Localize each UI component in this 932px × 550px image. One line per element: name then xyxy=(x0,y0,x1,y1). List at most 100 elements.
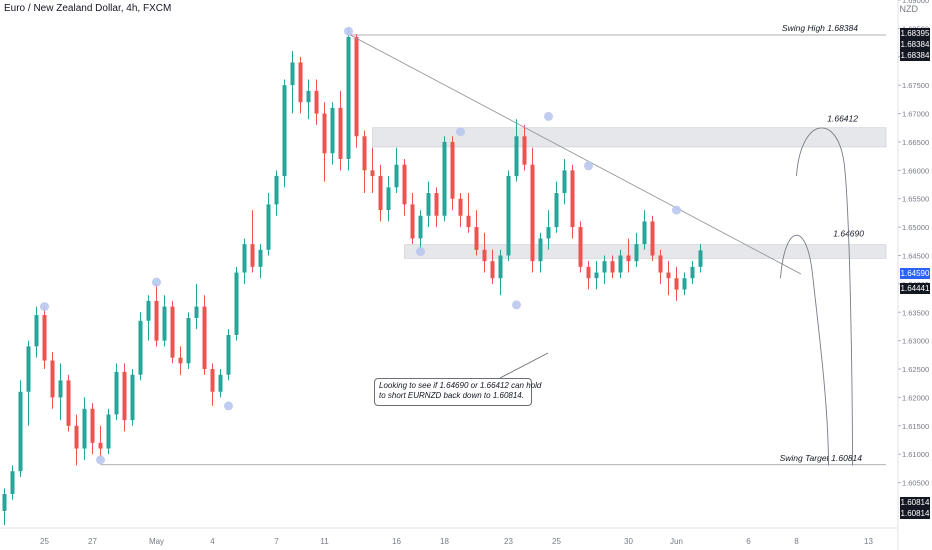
candle-body xyxy=(154,300,159,341)
candle-body xyxy=(466,215,471,228)
candle-body xyxy=(546,227,551,239)
currency-label: NZD xyxy=(899,4,919,14)
candle-body xyxy=(658,255,663,273)
analysis-note[interactable]: Looking to see if 1.64690 or 1.66412 can… xyxy=(374,378,542,406)
pivot-marker xyxy=(456,127,465,137)
candle-body xyxy=(98,442,103,449)
pivot-marker xyxy=(224,401,233,411)
price-tag-target-a: 1.60814 xyxy=(900,497,930,508)
candle-body xyxy=(562,170,567,194)
candle-body xyxy=(50,360,55,398)
candle-body xyxy=(42,315,47,361)
x-tick-label: 11 xyxy=(320,537,329,546)
candle-body xyxy=(354,36,359,137)
candle-body xyxy=(378,176,383,211)
swing-target-label: Swing Target 1.60814 xyxy=(780,453,863,463)
candle-body xyxy=(10,471,15,494)
candle-body xyxy=(642,221,647,245)
candle-body xyxy=(434,193,439,216)
candle-body xyxy=(666,272,671,279)
pivot-marker xyxy=(584,161,593,171)
y-tick-label: 1.66500 xyxy=(902,138,929,147)
candle-body xyxy=(170,306,175,358)
candle-body xyxy=(450,141,455,199)
pivot-marker xyxy=(544,111,553,121)
candle-body xyxy=(274,176,279,205)
candle-body xyxy=(594,272,599,279)
candle-body xyxy=(306,90,311,103)
x-tick-label: 23 xyxy=(504,537,513,546)
y-tick-label: 1.64500 xyxy=(902,251,929,260)
candle-body xyxy=(370,170,375,176)
price-tag-target-b: 1.60814 xyxy=(900,508,930,519)
candle-body xyxy=(514,136,519,176)
y-tick-label: 1.62000 xyxy=(902,393,929,402)
candle-body xyxy=(122,371,127,421)
candle-body xyxy=(74,425,79,449)
analysis-note-line-2: to short EURNZD back down to 1.60814. xyxy=(379,391,524,400)
candle-body xyxy=(250,244,255,267)
candle-body xyxy=(66,380,71,426)
pivot-marker xyxy=(344,26,353,36)
candle-body xyxy=(506,176,511,256)
candle-body xyxy=(18,391,23,472)
candle-body xyxy=(242,244,247,273)
candle-body xyxy=(394,164,399,188)
analysis-note-line-1: Looking to see if 1.64690 or 1.66412 can… xyxy=(379,381,542,390)
candle-body xyxy=(386,187,391,211)
candle-body xyxy=(258,249,263,267)
candle-body xyxy=(442,141,447,216)
candle-body xyxy=(322,113,327,154)
candle-body xyxy=(58,380,63,398)
x-tick-label: 27 xyxy=(88,537,97,546)
candle-body xyxy=(674,278,679,290)
price-tag-high-c: 1.68384 xyxy=(900,50,930,61)
y-tick-label: 1.67500 xyxy=(902,81,929,90)
candle-body xyxy=(530,164,535,262)
candle-body xyxy=(602,261,607,273)
candle-body xyxy=(162,306,167,341)
x-tick-label: 18 xyxy=(440,537,449,546)
pivot-marker xyxy=(512,300,521,310)
candle-body xyxy=(482,249,487,262)
candle-body xyxy=(34,315,39,347)
y-tick-label: 1.65500 xyxy=(902,195,929,204)
y-tick-label: 1.63000 xyxy=(902,337,929,346)
pivot-marker xyxy=(40,302,49,312)
candle-body xyxy=(682,278,687,290)
x-tick-label: Jun xyxy=(670,537,683,546)
x-tick-label: 16 xyxy=(392,537,401,546)
x-tick-label: 25 xyxy=(40,537,49,546)
projection-path-2 xyxy=(780,234,829,466)
candle-body xyxy=(82,408,87,449)
x-tick-label: 7 xyxy=(274,537,279,546)
candle-body xyxy=(690,266,695,279)
descending-trendline xyxy=(348,33,802,275)
candle-body xyxy=(234,272,239,335)
candle-body xyxy=(114,371,119,415)
candle-body xyxy=(194,306,199,318)
candle-body xyxy=(698,250,703,267)
candle-body xyxy=(106,414,111,449)
candle-body xyxy=(650,221,655,256)
candle-body xyxy=(578,227,583,267)
x-tick-label: 30 xyxy=(624,537,633,546)
projection-path-1 xyxy=(796,127,853,466)
candle-body xyxy=(618,255,623,273)
price-tag-high-b: 1.68384 xyxy=(900,39,930,50)
x-tick-label: 8 xyxy=(794,537,799,546)
candle-body xyxy=(402,164,407,205)
candle-body xyxy=(178,357,183,364)
x-tick-label: May xyxy=(149,537,164,546)
y-tick-label: 1.62500 xyxy=(902,365,929,374)
candle-body xyxy=(346,36,351,159)
candle-body xyxy=(426,193,431,216)
y-tick-label: 1.65000 xyxy=(902,223,929,232)
x-tick-label: 13 xyxy=(864,537,873,546)
candle-body xyxy=(554,193,559,228)
y-tick-label: 1.69000 xyxy=(902,0,929,5)
chart-title: Euro / New Zealand Dollar, 4h, FXCM xyxy=(4,3,172,14)
candle-body xyxy=(130,374,135,421)
candle-body xyxy=(410,204,415,239)
